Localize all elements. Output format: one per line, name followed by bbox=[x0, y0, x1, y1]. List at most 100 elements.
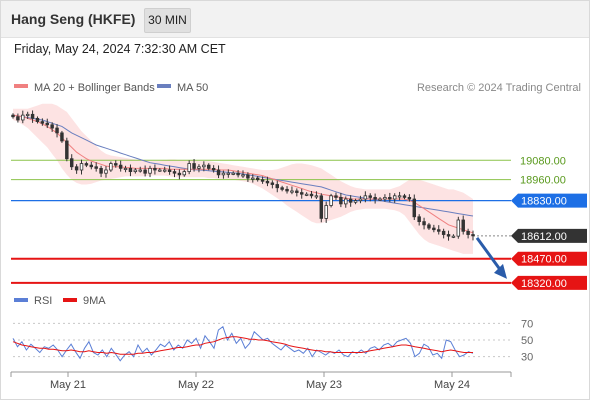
candle-body bbox=[275, 184, 279, 189]
rsi-tick-70: 70 bbox=[521, 318, 533, 330]
timestamp: Friday, May 24, 2024 7:32:30 AM CET bbox=[14, 42, 226, 56]
candle-body bbox=[84, 163, 89, 166]
candle-body bbox=[207, 164, 211, 169]
candle-body bbox=[461, 219, 465, 232]
candle-body bbox=[11, 114, 15, 118]
candle-body bbox=[255, 177, 260, 181]
candle-body bbox=[466, 230, 470, 235]
9ma-line bbox=[12, 336, 473, 355]
candle-body bbox=[202, 164, 206, 168]
candle-body bbox=[138, 169, 142, 172]
candle-body bbox=[241, 174, 245, 177]
candle-body bbox=[329, 195, 333, 206]
candle-body bbox=[363, 195, 368, 200]
candle-body bbox=[128, 167, 133, 173]
candle-body bbox=[441, 230, 446, 235]
level-label-18612.00: 18612.00 bbox=[521, 231, 567, 243]
candle-body bbox=[368, 195, 372, 198]
level-label-18830.00: 18830.00 bbox=[521, 196, 567, 208]
candle-body bbox=[162, 169, 167, 172]
candle-body bbox=[260, 179, 265, 182]
candle-body bbox=[226, 172, 231, 175]
candle-body bbox=[236, 172, 240, 176]
candle-body bbox=[104, 169, 108, 174]
candle-body bbox=[446, 234, 451, 237]
x-axis-label: May 22 bbox=[178, 379, 214, 391]
candle-body bbox=[182, 171, 187, 176]
x-axis-label: May 21 bbox=[50, 379, 86, 391]
candle-body bbox=[79, 163, 84, 171]
candle-body bbox=[378, 198, 382, 201]
candle-body bbox=[348, 198, 353, 203]
candle-body bbox=[187, 163, 191, 173]
candle-body bbox=[451, 235, 456, 238]
level-label-18320.00: 18320.00 bbox=[521, 278, 567, 290]
timeframe-button[interactable]: 30 MIN bbox=[144, 8, 191, 33]
candle-body bbox=[114, 163, 118, 166]
candle-body bbox=[172, 171, 177, 174]
candle-body bbox=[40, 121, 45, 124]
candle-body bbox=[177, 172, 182, 176]
candle-body bbox=[55, 127, 59, 134]
candle-body bbox=[143, 169, 147, 174]
candle-body bbox=[392, 195, 397, 200]
candle-body bbox=[153, 167, 157, 171]
price-labels: 19080.00 18960.00 18830.00 18612.00 18470.00… bbox=[511, 155, 587, 290]
ma20-legend-label: MA 20 + Bollinger Bands bbox=[34, 82, 155, 94]
level-tag-18470.00 bbox=[511, 251, 587, 266]
x-axis: May 21 May 22 May 23 May 24 bbox=[10, 371, 512, 391]
candle-body bbox=[285, 188, 289, 192]
rsi-tick-30: 30 bbox=[521, 352, 533, 364]
candle-body bbox=[60, 132, 64, 142]
candle-body bbox=[422, 221, 426, 226]
candle-body bbox=[417, 216, 421, 223]
candle-body bbox=[324, 205, 328, 219]
candle-body bbox=[211, 167, 216, 171]
candle-body bbox=[353, 200, 358, 203]
candle-body bbox=[295, 190, 299, 193]
candle-body bbox=[280, 187, 284, 190]
forecast-arrow bbox=[475, 236, 507, 279]
level-tag-18830.00 bbox=[511, 193, 587, 208]
candle-body bbox=[65, 140, 69, 160]
bollinger-bands bbox=[13, 103, 473, 254]
candle-body bbox=[197, 166, 201, 169]
candle-body bbox=[118, 164, 123, 169]
level-tag-18612.00 bbox=[511, 228, 587, 243]
candle-body bbox=[432, 227, 436, 231]
rsi-line bbox=[12, 325, 474, 362]
candle-body bbox=[471, 234, 475, 237]
candle-body bbox=[246, 174, 250, 179]
x-axis-label: May 24 bbox=[434, 379, 470, 391]
candle-body bbox=[69, 158, 74, 168]
candle-body bbox=[89, 164, 94, 168]
candle-body bbox=[456, 219, 461, 237]
x-axis-label: May 23 bbox=[306, 379, 342, 391]
key-levels bbox=[11, 159, 511, 284]
candle-body bbox=[158, 169, 162, 172]
level-label-19080.00: 19080.00 bbox=[520, 155, 566, 167]
forecast-arrow-head bbox=[494, 263, 507, 279]
ma50-legend-label: MA 50 bbox=[177, 82, 208, 94]
candle-body bbox=[192, 163, 196, 169]
candle-body bbox=[334, 195, 338, 198]
chart-header: Hang Seng (HKFE) 30 MIN bbox=[1, 1, 589, 38]
candle-body bbox=[216, 169, 221, 176]
candle-body bbox=[231, 172, 235, 175]
candle-body bbox=[344, 198, 348, 205]
candle-body bbox=[30, 113, 35, 119]
candle-body bbox=[133, 169, 138, 173]
candle-body bbox=[304, 193, 309, 196]
level-label-18960.00: 18960.00 bbox=[520, 175, 566, 187]
candle-body bbox=[388, 197, 392, 200]
level-label-18470.00: 18470.00 bbox=[521, 254, 567, 266]
candle-body bbox=[50, 124, 54, 129]
candle-body bbox=[74, 166, 79, 171]
candle-body bbox=[299, 192, 304, 195]
rsi-panel: 30 50 70 bbox=[12, 318, 533, 364]
candle-body bbox=[373, 197, 377, 200]
candle-body bbox=[265, 180, 270, 184]
candle-body bbox=[358, 198, 363, 202]
